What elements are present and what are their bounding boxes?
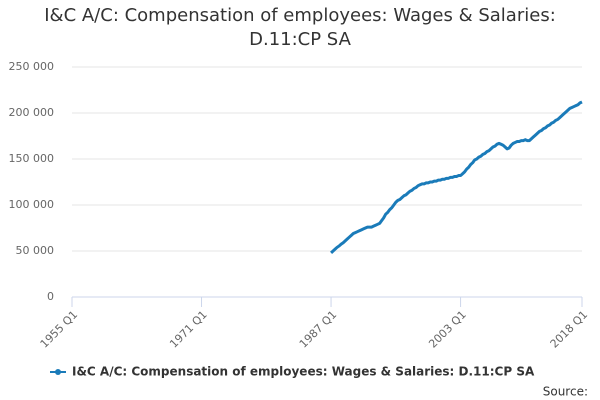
x-tick-label: 1971 Q1	[167, 308, 210, 351]
y-tick-label: 200 000	[9, 106, 55, 119]
legend-marker	[55, 369, 61, 375]
y-tick-label: 0	[47, 290, 54, 303]
data-line	[330, 100, 583, 254]
chart-title: I&C A/C: Compensation of employees: Wage…	[44, 5, 556, 50]
y-tick-label: 150 000	[9, 152, 55, 165]
x-tick-label: 1955 Q1	[38, 308, 81, 351]
y-tick-label: 100 000	[9, 198, 55, 211]
y-tick-label: 250 000	[9, 60, 55, 73]
x-tick-label: 2018 Q1	[548, 308, 591, 351]
source-label: Source:	[543, 385, 588, 399]
x-tick-label: 2003 Q1	[426, 308, 469, 351]
y-tick-label: 50 000	[16, 244, 55, 257]
x-tick-label: 1987 Q1	[297, 308, 340, 351]
legend-label: I&C A/C: Compensation of employees: Wage…	[72, 365, 535, 379]
